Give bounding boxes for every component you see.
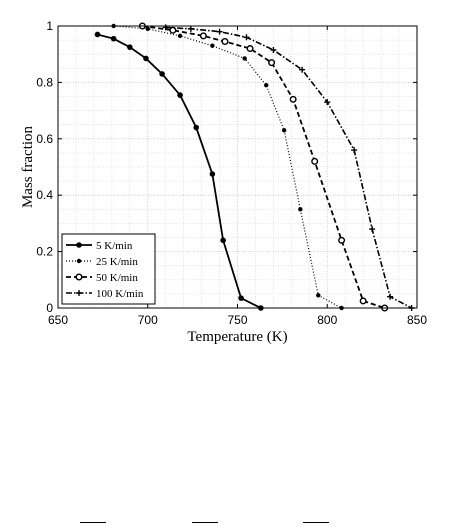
y-axis-label: Mass fraction <box>20 125 36 208</box>
y-tick-label: 0.2 <box>36 245 53 259</box>
bottom-mark-2 <box>192 522 218 523</box>
data-point <box>299 66 306 73</box>
legend-label: 25 K/min <box>96 256 138 268</box>
data-point <box>177 92 183 98</box>
data-point <box>281 128 287 133</box>
legend-label: 100 K/min <box>96 288 144 300</box>
data-point <box>270 46 277 53</box>
legend-item: 100 K/min <box>66 288 144 300</box>
legend-label: 5 K/min <box>96 240 133 252</box>
y-tick-label: 0.4 <box>36 188 53 202</box>
data-point <box>193 124 200 131</box>
data-point <box>199 32 207 40</box>
data-point <box>311 157 319 165</box>
x-tick-label: 650 <box>48 313 68 327</box>
x-tick-label: 800 <box>317 313 337 327</box>
data-point <box>351 147 358 154</box>
y-tick-label: 1 <box>46 19 53 33</box>
legend-item: 25 K/min <box>66 256 138 268</box>
data-point <box>216 28 223 35</box>
data-point <box>289 95 297 103</box>
series-4 <box>162 24 415 311</box>
data-point <box>94 31 101 38</box>
bottom-mark-3 <box>303 522 329 523</box>
legend-marker <box>76 242 82 248</box>
x-tick-label: 700 <box>138 313 158 327</box>
data-point <box>359 297 367 305</box>
y-tick-label: 0.6 <box>36 132 53 146</box>
series-3 <box>138 22 389 312</box>
data-point <box>243 34 250 41</box>
series-2 <box>111 23 344 311</box>
legend-item: 5 K/min <box>66 240 133 252</box>
y-tick-label: 0.8 <box>36 75 53 89</box>
legend-marker <box>76 290 82 296</box>
x-axis-label: Temperature (K) <box>187 329 287 345</box>
data-point <box>221 38 229 46</box>
data-point <box>338 236 346 244</box>
y-tick-label: 0 <box>46 301 53 315</box>
series-1 <box>94 31 264 311</box>
bottom-mark-1 <box>80 522 106 523</box>
data-point <box>268 59 276 67</box>
data-point <box>187 25 194 32</box>
x-tick-label: 850 <box>407 313 427 327</box>
data-point <box>127 44 133 50</box>
legend-marker <box>76 258 82 264</box>
series-line <box>142 25 385 309</box>
series-layer <box>94 22 415 312</box>
data-point <box>316 293 321 298</box>
data-point <box>324 99 331 106</box>
x-tick-label: 750 <box>227 313 247 327</box>
data-point <box>143 55 149 62</box>
data-point <box>246 45 254 53</box>
data-point <box>220 237 226 244</box>
data-point <box>387 293 394 300</box>
data-point <box>162 24 169 31</box>
data-point <box>298 207 303 212</box>
data-point <box>242 56 247 61</box>
data-point <box>110 35 117 42</box>
data-point <box>238 295 244 301</box>
data-point <box>264 83 269 88</box>
legend: 5 K/min 25 K/min 50 K/min 100 K/min <box>61 233 156 305</box>
data-point <box>209 171 216 177</box>
data-point <box>169 26 177 34</box>
axis-ticks: 650 700 750 800 850 0 0.2 0.4 0.6 0.8 1 <box>36 19 427 327</box>
legend-label: 50 K/min <box>96 272 138 284</box>
data-point <box>369 226 376 233</box>
data-point <box>210 43 215 48</box>
data-point <box>159 71 165 77</box>
legend-marker <box>75 273 83 281</box>
legend-item: 50 K/min <box>66 272 138 284</box>
data-point <box>177 33 183 39</box>
